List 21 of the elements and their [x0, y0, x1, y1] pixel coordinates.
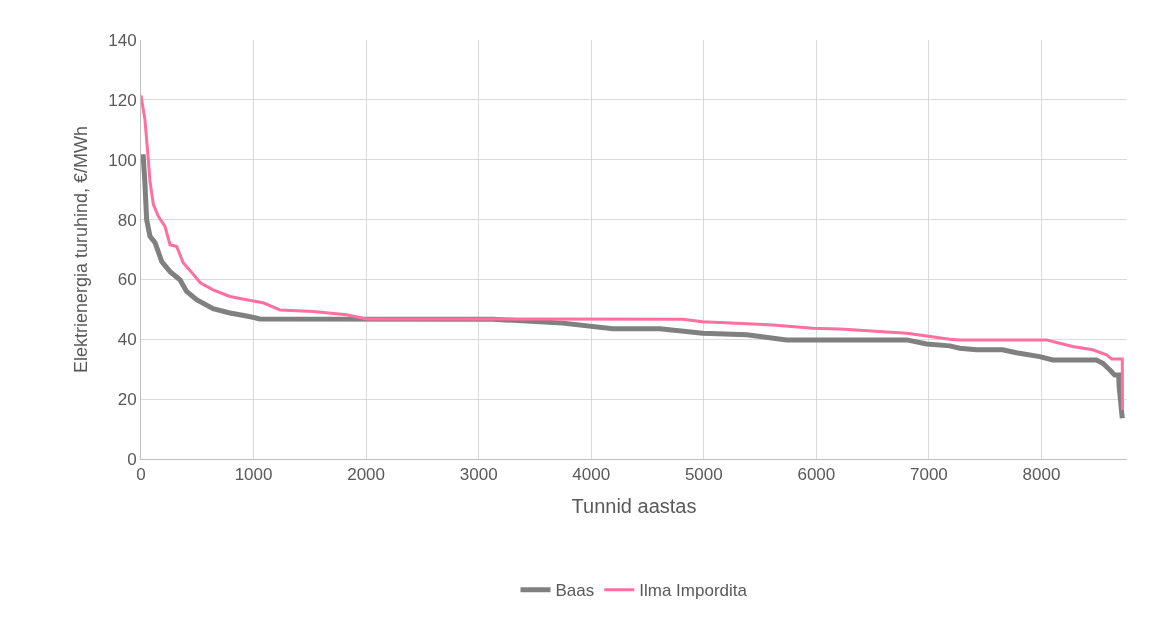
- line-series: [141, 93, 1124, 412]
- x-tick-label: 2000: [347, 465, 386, 485]
- y-tick-label: 60: [117, 270, 137, 290]
- y-axis-title: Elektrienergia turuhind, €/MWh: [71, 125, 92, 374]
- x-tick-label: 7000: [909, 465, 948, 485]
- legend-label: Baas: [555, 581, 595, 601]
- y-tick-label: 0: [127, 449, 137, 469]
- y-tick-label: 80: [117, 210, 137, 230]
- y-tick-label: 20: [117, 390, 137, 410]
- x-tick-label: 1000: [234, 465, 273, 485]
- x-tick-label: 4000: [572, 465, 611, 485]
- legend-label: Ilma Impordita: [639, 581, 748, 601]
- y-tick-label: 40: [117, 330, 137, 350]
- x-tick-label: 6000: [797, 465, 836, 485]
- y-tick-label: 120: [108, 90, 137, 110]
- y-tick-label: 140: [108, 30, 137, 50]
- x-axis-title: Tunnid aastas: [571, 494, 697, 517]
- x-tick-label: 8000: [1022, 465, 1061, 485]
- x-tick-label: 5000: [684, 465, 723, 485]
- x-tick-label: 3000: [459, 465, 498, 485]
- y-tick-label: 100: [108, 150, 137, 170]
